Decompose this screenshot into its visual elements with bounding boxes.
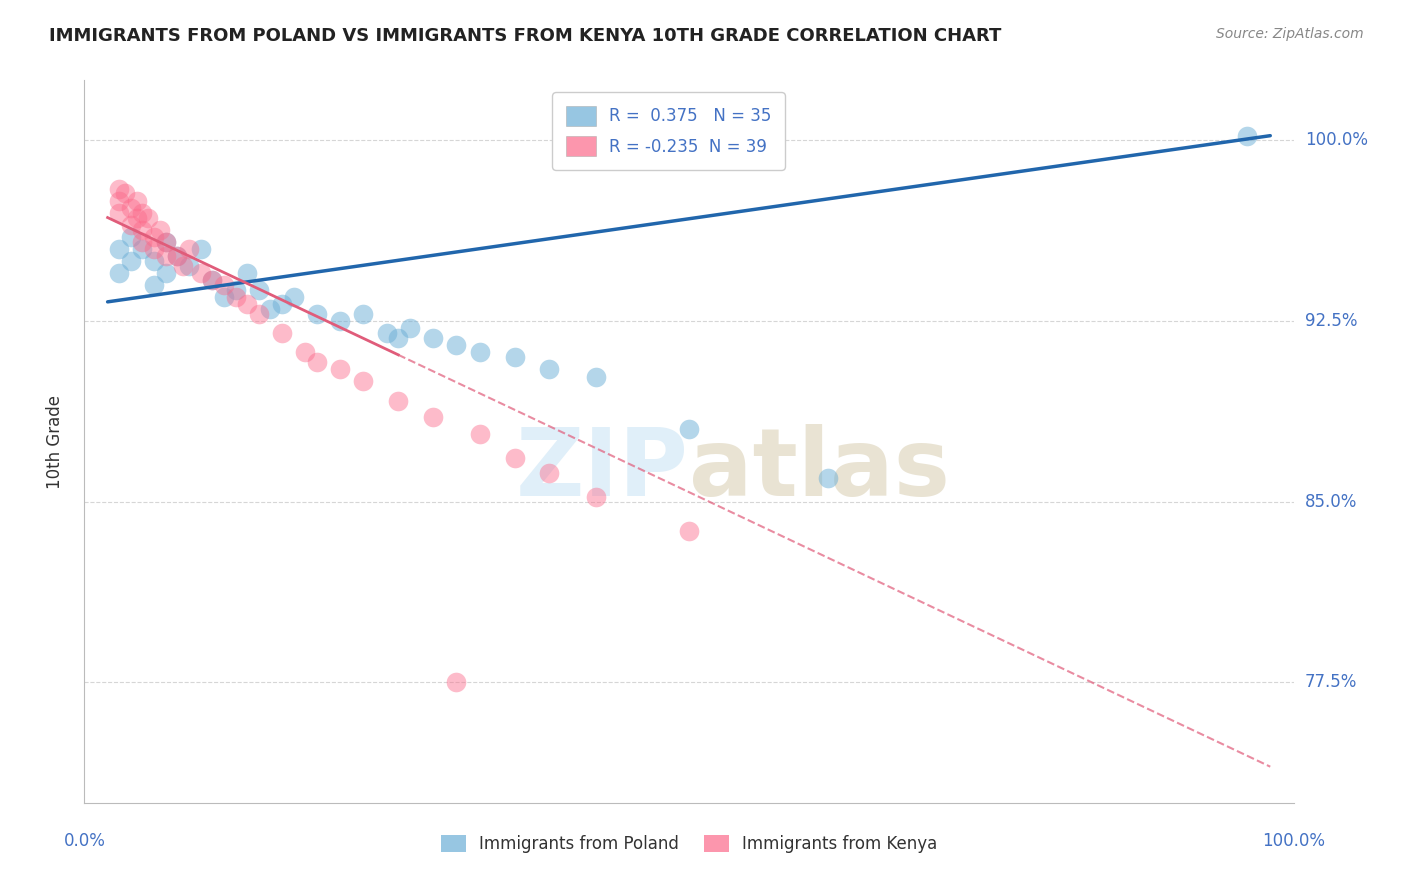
Point [817, 470, 839, 484]
Y-axis label: 10th Grade: 10th Grade [45, 394, 63, 489]
Point [143, 242, 166, 256]
Point [131, 222, 153, 236]
Point [375, 326, 398, 340]
Point [294, 345, 316, 359]
Point [352, 374, 374, 388]
Point [212, 278, 235, 293]
Point [125, 194, 148, 208]
Point [143, 230, 166, 244]
Text: 0.0%: 0.0% [63, 831, 105, 850]
Text: ZIP: ZIP [516, 425, 689, 516]
Point [585, 490, 607, 504]
Point [329, 362, 352, 376]
Point [212, 290, 235, 304]
Point [108, 242, 131, 256]
Point [225, 290, 247, 304]
Point [259, 301, 281, 316]
Point [190, 266, 212, 280]
Point [271, 297, 294, 311]
Point [120, 218, 142, 232]
Point [399, 321, 422, 335]
Point [120, 201, 142, 215]
Point [585, 369, 607, 384]
Point [131, 235, 153, 249]
Point [155, 235, 177, 249]
Point [155, 235, 177, 249]
Point [155, 249, 177, 263]
Point [108, 181, 131, 195]
Point [172, 259, 194, 273]
Point [283, 290, 305, 304]
Point [678, 423, 700, 437]
Text: 100.0%: 100.0% [1263, 831, 1324, 850]
Text: 92.5%: 92.5% [1305, 312, 1357, 330]
Point [143, 278, 166, 293]
Point [1236, 128, 1258, 143]
Point [468, 427, 491, 442]
Text: atlas: atlas [689, 425, 950, 516]
Point [305, 307, 328, 321]
Point [352, 307, 374, 321]
Point [271, 326, 294, 340]
Point [422, 410, 444, 425]
Point [120, 253, 142, 268]
Point [236, 266, 259, 280]
Point [136, 211, 159, 225]
Point [538, 362, 561, 376]
Point [446, 675, 468, 690]
Point [236, 297, 259, 311]
Point [108, 194, 131, 208]
Point [149, 222, 172, 236]
Text: IMMIGRANTS FROM POLAND VS IMMIGRANTS FROM KENYA 10TH GRADE CORRELATION CHART: IMMIGRANTS FROM POLAND VS IMMIGRANTS FRO… [49, 27, 1001, 45]
Text: 77.5%: 77.5% [1305, 673, 1357, 691]
Point [247, 307, 270, 321]
Point [131, 242, 153, 256]
Legend: Immigrants from Poland, Immigrants from Kenya: Immigrants from Poland, Immigrants from … [434, 828, 943, 860]
Point [225, 283, 247, 297]
Point [387, 331, 409, 345]
Point [201, 273, 224, 287]
Point [387, 393, 409, 408]
Point [108, 205, 131, 219]
Point [503, 451, 526, 466]
Point [177, 259, 200, 273]
Point [329, 314, 352, 328]
Text: 100.0%: 100.0% [1305, 131, 1368, 150]
Point [108, 266, 131, 280]
Point [143, 253, 166, 268]
Point [446, 338, 468, 352]
Point [678, 524, 700, 538]
Point [468, 345, 491, 359]
Point [120, 230, 142, 244]
Point [155, 266, 177, 280]
Point [305, 355, 328, 369]
Point [166, 249, 188, 263]
Point [131, 205, 153, 219]
Point [166, 249, 188, 263]
Point [247, 283, 270, 297]
Point [190, 242, 212, 256]
Text: Source: ZipAtlas.com: Source: ZipAtlas.com [1216, 27, 1364, 41]
Text: 85.0%: 85.0% [1305, 492, 1357, 511]
Point [503, 350, 526, 364]
Point [125, 211, 148, 225]
Point [114, 186, 136, 201]
Point [538, 466, 561, 480]
Point [177, 242, 200, 256]
Point [422, 331, 444, 345]
Point [201, 273, 224, 287]
